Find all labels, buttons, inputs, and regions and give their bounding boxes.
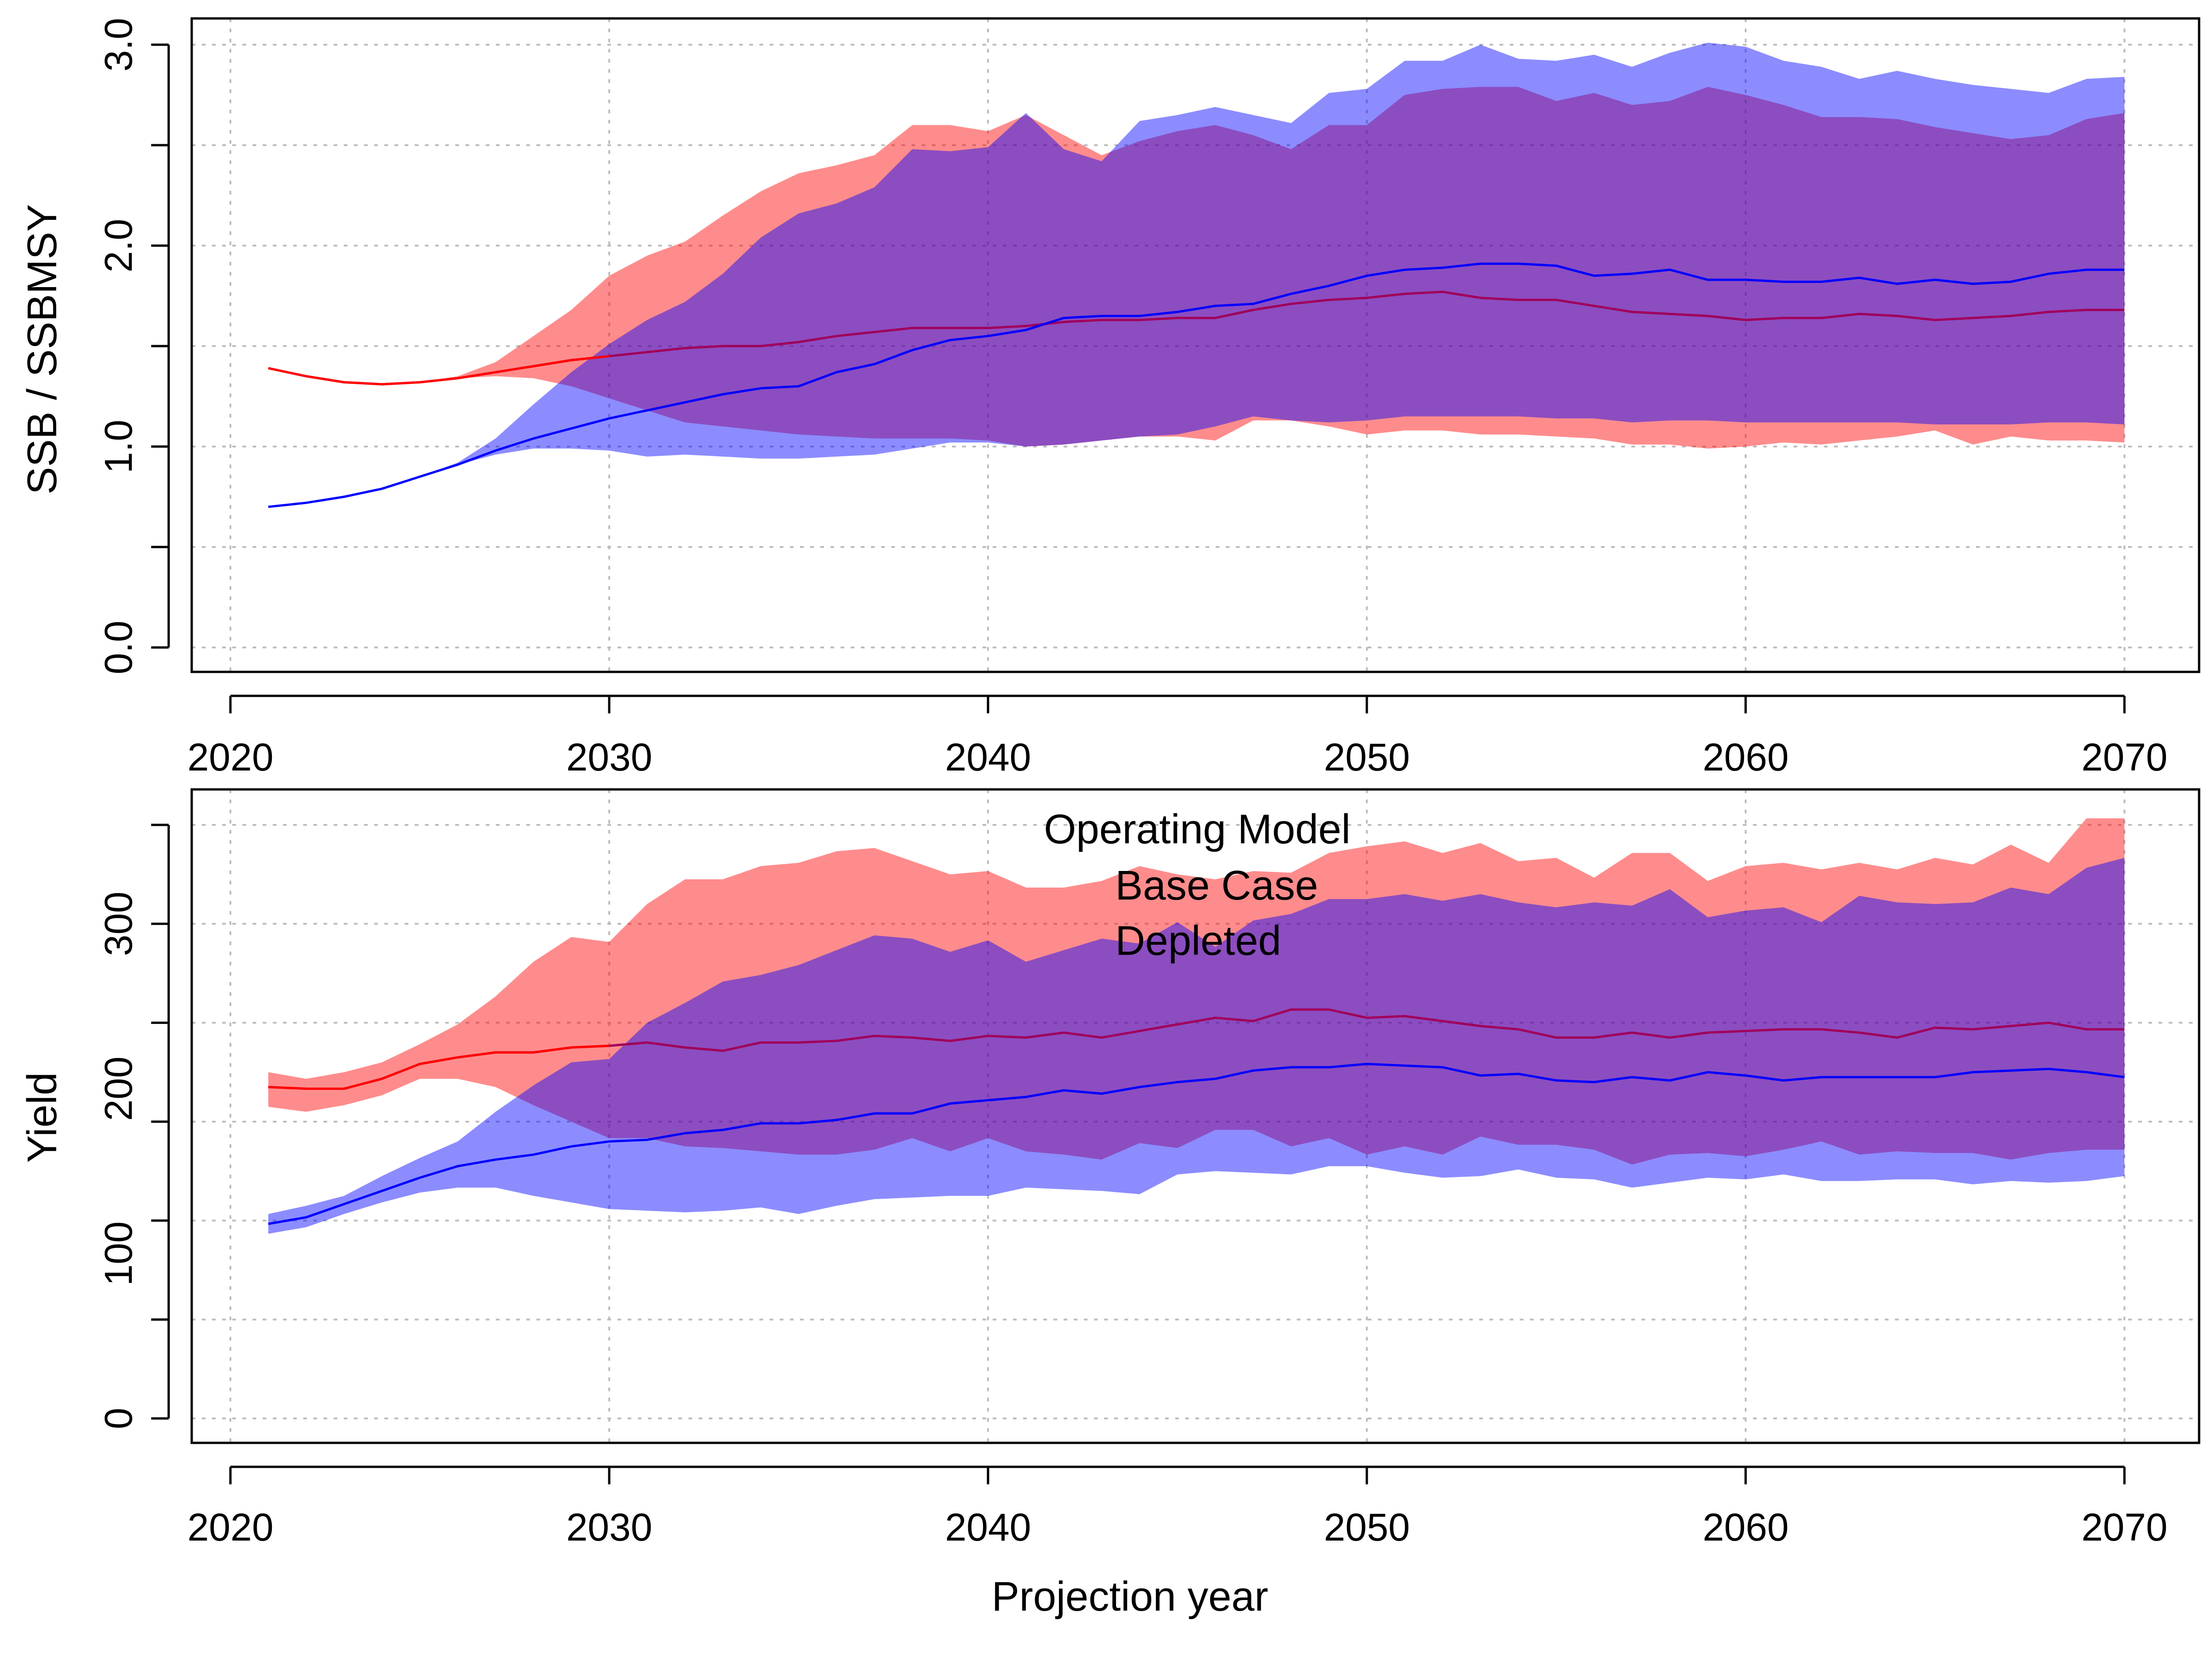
- ssb-grid: [192, 18, 2199, 672]
- ssb-x-axis: 2020 2030 2040 2050 2060 2070: [188, 694, 2168, 779]
- ssb-band-base-case: [268, 87, 2125, 449]
- yield-x-tick-label: 2050: [1324, 1506, 1410, 1549]
- yield-median-depleted: [268, 1063, 2125, 1225]
- yield-x-tick-label: 2020: [188, 1506, 274, 1549]
- legend-item-base-case: Base Case: [1115, 863, 1318, 909]
- legend-title: Operating Model: [1044, 806, 1350, 853]
- ssb-y-tick-label: 3.0: [97, 18, 140, 72]
- ssb-x-tick-label: 2050: [1324, 735, 1410, 779]
- ssb-median-base-case-early: [268, 355, 610, 386]
- yield-y-tick-label: 300: [97, 892, 140, 956]
- ssb-bands: [268, 42, 2125, 507]
- yield-band-base-case: [268, 818, 2125, 1165]
- ssb-panel: 2020 2030 2040 2050 2060 2070 0.0 1.0 2.0 3.0 SS…: [19, 17, 2200, 779]
- legend-item-depleted: Depleted: [1115, 918, 1281, 964]
- yield-median-lines: [268, 1008, 2125, 1225]
- yield-x-axis: 2020 2030 2040 2050 2060 2070: [188, 1465, 2168, 1549]
- yield-grid: [192, 789, 2199, 1443]
- yield-x-tick-label: 2030: [566, 1506, 653, 1549]
- yield-y-tick-label: 100: [97, 1221, 140, 1286]
- yield-y-axis-title: Yield: [19, 1072, 65, 1163]
- ssb-plot-frame: [190, 17, 2200, 673]
- ssb-x-tick-label: 2070: [2082, 735, 2168, 779]
- yield-panel: 2020 2030 2040 2050 2060 2070 0 100 200 300 Yiel…: [19, 788, 2200, 1620]
- ssb-y-axis: 0.0 1.0 2.0 3.0: [97, 18, 170, 675]
- yield-plot-frame: [190, 788, 2200, 1444]
- ssb-y-tick-label: 2.0: [97, 219, 140, 273]
- yield-y-axis: 0 100 200 300: [97, 824, 170, 1430]
- ssb-x-tick-label: 2040: [945, 735, 1031, 779]
- yield-x-tick-label: 2040: [945, 1506, 1031, 1549]
- ssb-median-depleted: [268, 262, 2124, 508]
- ssb-x-tick-label: 2060: [1703, 735, 1789, 779]
- yield-y-tick-label: 0: [97, 1408, 140, 1430]
- yield-band-depleted: [268, 858, 2125, 1234]
- legend: Operating Model Base Case Depleted: [1044, 806, 1350, 964]
- ssb-band-depleted: [268, 42, 2125, 507]
- yield-x-tick-label: 2070: [2082, 1506, 2168, 1549]
- ssb-x-tick-label: 2020: [188, 735, 274, 779]
- yield-bands: [268, 818, 2125, 1234]
- yield-median-base-case-early: [268, 1044, 610, 1090]
- x-axis-title: Projection year: [992, 1574, 1268, 1620]
- ssb-median-lines: [268, 262, 2124, 508]
- ssb-y-axis-title: SSB / SSBMSY: [19, 204, 65, 494]
- yield-y-tick-label: 200: [97, 1056, 140, 1121]
- ssb-x-tick-label: 2030: [566, 735, 653, 779]
- ssb-y-tick-label: 0.0: [97, 621, 140, 675]
- yield-x-tick-label: 2060: [1703, 1506, 1789, 1549]
- ssb-y-tick-label: 1.0: [97, 420, 140, 474]
